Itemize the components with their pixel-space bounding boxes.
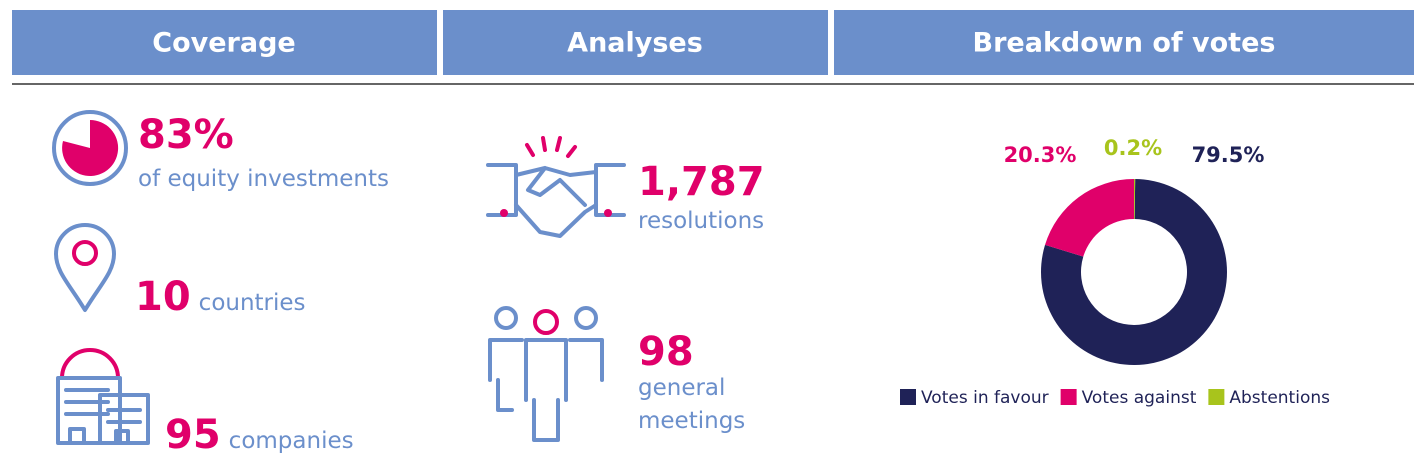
legend-swatch	[1208, 389, 1225, 405]
legend-swatch	[1060, 389, 1077, 405]
header-bar	[12, 10, 437, 75]
stat-label: of equity investments	[138, 166, 389, 192]
stat-value: 10	[135, 274, 191, 320]
stat: 95 companies	[165, 412, 354, 458]
legend-label: Votes against	[1082, 388, 1197, 408]
data-label: 79.5%	[1192, 143, 1265, 167]
stat-value: 98	[638, 329, 694, 375]
legend-swatch	[900, 389, 916, 405]
data-label: 0.2%	[1104, 136, 1162, 160]
building-icon	[56, 348, 150, 445]
legend-label: Abstentions	[1229, 388, 1330, 408]
stat-label: meetings	[638, 408, 745, 434]
pin-icon	[54, 223, 116, 312]
stat-label: companies	[229, 428, 354, 454]
header: Breakdown of votes	[973, 28, 1276, 59]
header: Coverage	[152, 28, 295, 59]
handshake-icon	[486, 136, 626, 238]
donut-slice	[1045, 179, 1134, 257]
stat-label: countries	[199, 290, 306, 316]
stat-value: 1,787	[638, 159, 765, 205]
legend-label: Votes in favour	[921, 388, 1049, 408]
people-icon	[488, 306, 604, 442]
stat-label: general	[638, 375, 725, 401]
header-bar	[834, 10, 1414, 75]
stat-value: 83%	[138, 112, 234, 158]
header: Analyses	[567, 28, 703, 59]
pie-icon	[52, 110, 128, 186]
data-label: 20.3%	[1004, 143, 1077, 167]
stat-label: resolutions	[638, 208, 764, 234]
stat-value: 95	[165, 412, 221, 458]
donut-slice	[1041, 179, 1227, 365]
donut-slice	[1134, 179, 1136, 220]
stat: 10 countries	[135, 274, 306, 320]
header-bar	[443, 10, 828, 75]
